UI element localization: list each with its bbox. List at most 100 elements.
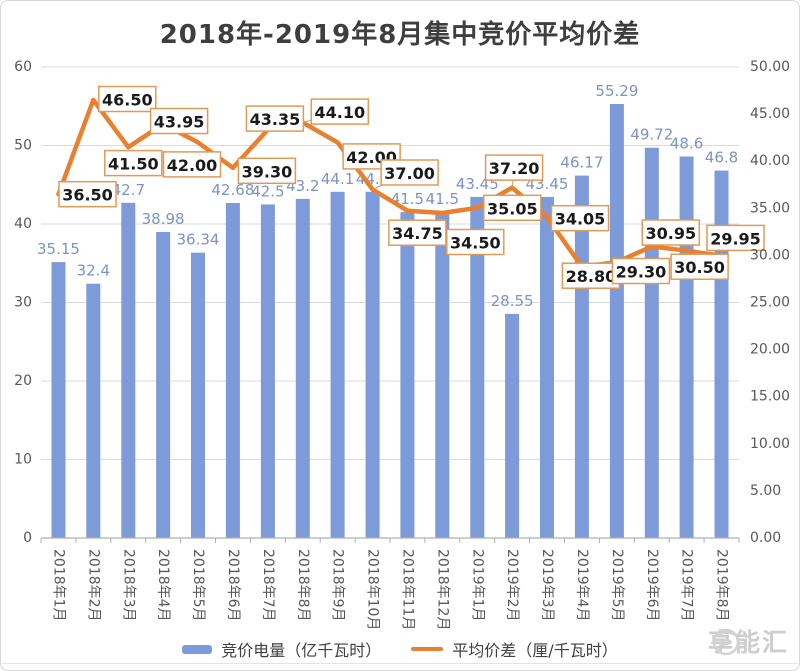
line-value-label: 46.50 — [102, 91, 153, 110]
bar-value-label: 36.34 — [177, 231, 220, 249]
line-value-label-box — [104, 149, 163, 177]
bar-series-label: 竞价电量（亿千瓦时） — [221, 641, 382, 660]
bar-2019年5月 — [609, 104, 624, 538]
line-value-label-box — [706, 224, 765, 252]
line-value-label-box — [380, 159, 439, 186]
line-value-label: 36.50 — [62, 186, 113, 205]
line-value-label-box — [162, 151, 222, 178]
bar-2019年6月 — [644, 147, 659, 538]
bar-2018年9月 — [330, 191, 345, 539]
line-value-label: 43.95 — [154, 113, 205, 132]
bar-value-label: 28.55 — [491, 292, 534, 310]
line-value-label-box — [670, 253, 729, 280]
bar-value-label: 42.68 — [211, 181, 254, 199]
line-value-label-box — [310, 98, 370, 125]
line-value-label-box — [483, 194, 542, 222]
bar-2018年7月 — [260, 204, 275, 538]
x-category-label: 2019年6月 — [644, 549, 660, 622]
line-series-label: 平均价差（厘/千瓦时） — [452, 641, 618, 660]
y-left-tick-label: 60 — [14, 59, 32, 75]
line-value-label: 29.30 — [616, 263, 667, 282]
x-category-label: 2018年12月 — [434, 549, 450, 630]
watermark-logo-icon — [712, 628, 740, 656]
line-value-label-box — [245, 105, 305, 132]
bar-2018年11月 — [400, 212, 415, 538]
line-value-label: 43.35 — [250, 110, 301, 129]
bar-value-label: 44.1 — [321, 170, 354, 188]
x-category-label: 2018年4月 — [155, 549, 171, 622]
x-category-label: 2018年7月 — [260, 549, 276, 622]
line-value-label: 29.95 — [710, 229, 761, 248]
watermark: 享能汇 — [708, 623, 789, 659]
line-value-label: 34.05 — [555, 210, 606, 229]
bar-value-label: 42.7 — [112, 181, 145, 199]
bar-value-label: 46.17 — [560, 154, 603, 172]
x-category-label: 2018年9月 — [330, 549, 346, 622]
x-category-label: 2018年10月 — [365, 549, 381, 630]
line-value-label-box — [484, 154, 544, 181]
legend-item-bar-series: 竞价电量（亿千瓦时） — [182, 637, 381, 661]
line-value-label: 39.30 — [242, 162, 293, 181]
bar-value-label: 42.5 — [251, 182, 284, 200]
line-value-label-box — [641, 219, 701, 246]
line-value-label: 41.50 — [108, 155, 159, 174]
x-category-label: 2019年4月 — [574, 549, 590, 622]
line-value-label-box — [561, 262, 621, 289]
legend-item-line-series: 平均价差（厘/千瓦时） — [411, 637, 618, 661]
y-right-tick-label: 30.00 — [750, 247, 790, 263]
y-right-tick-label: 0.00 — [750, 530, 781, 546]
bar-value-label: 32.4 — [77, 262, 110, 280]
bar-2018年5月 — [191, 252, 205, 538]
y-right-tick-label: 35.00 — [750, 200, 790, 216]
bar-value-label: 35.15 — [37, 240, 80, 258]
line-value-label: 37.00 — [384, 164, 435, 183]
x-category-label: 2019年1月 — [469, 549, 485, 622]
x-category-label: 2018年5月 — [190, 549, 206, 622]
y-right-tick-label: 10.00 — [750, 436, 790, 452]
line-value-label: 30.50 — [674, 258, 725, 277]
y-left-tick-label: 30 — [14, 295, 32, 311]
bar-2019年2月 — [505, 313, 520, 538]
y-left-tick-label: 40 — [14, 216, 32, 232]
x-category-label: 2018年2月 — [85, 549, 101, 622]
line-value-label: 37.20 — [489, 159, 540, 178]
line-value-label-box — [611, 257, 671, 285]
y-left-tick-label: 20 — [14, 373, 32, 389]
bar-2018年10月 — [365, 191, 380, 539]
x-category-label: 2019年3月 — [539, 549, 555, 622]
line-value-label: 30.95 — [645, 224, 696, 243]
x-category-label: 2019年7月 — [679, 549, 695, 622]
line-value-label-box — [58, 180, 117, 208]
line-value-label-box — [446, 228, 505, 256]
x-category-label: 2019年2月 — [504, 549, 520, 622]
line-value-label-box — [237, 157, 297, 185]
line-value-label: 28.80 — [566, 267, 617, 286]
bottom-divider — [2, 663, 798, 664]
y-right-tick-label: 15.00 — [750, 389, 790, 405]
y-right-tick-label: 45.00 — [750, 106, 790, 122]
bar-value-label: 41.5 — [426, 190, 459, 208]
bar-2018年1月 — [51, 262, 66, 538]
bar-value-label: 48.6 — [670, 135, 703, 153]
bar-2018年8月 — [295, 198, 310, 538]
bar-2018年2月 — [86, 283, 101, 538]
chart-title: 2018年-2019年8月集中竞价平均价差 — [159, 20, 641, 50]
x-category-label: 2018年6月 — [225, 549, 241, 622]
y-right-tick-label: 20.00 — [750, 342, 790, 358]
line-value-label-box — [98, 85, 157, 113]
bar-series-swatch-icon — [182, 644, 213, 654]
x-category-label: 2018年8月 — [295, 549, 311, 622]
y-left-tick-label: 50 — [14, 138, 32, 154]
bar-value-label: 55.29 — [595, 82, 638, 100]
y-right-tick-label: 50.00 — [750, 59, 790, 75]
x-category-label: 2019年8月 — [714, 549, 730, 622]
bar-2018年12月 — [435, 212, 450, 538]
y-left-tick-label: 10 — [14, 452, 32, 468]
line-value-label: 44.10 — [314, 103, 365, 122]
x-category-label: 2018年1月 — [51, 549, 67, 622]
bar-2019年1月 — [470, 196, 485, 538]
y-right-tick-label: 25.00 — [750, 295, 790, 311]
bar-2019年7月 — [679, 156, 694, 538]
